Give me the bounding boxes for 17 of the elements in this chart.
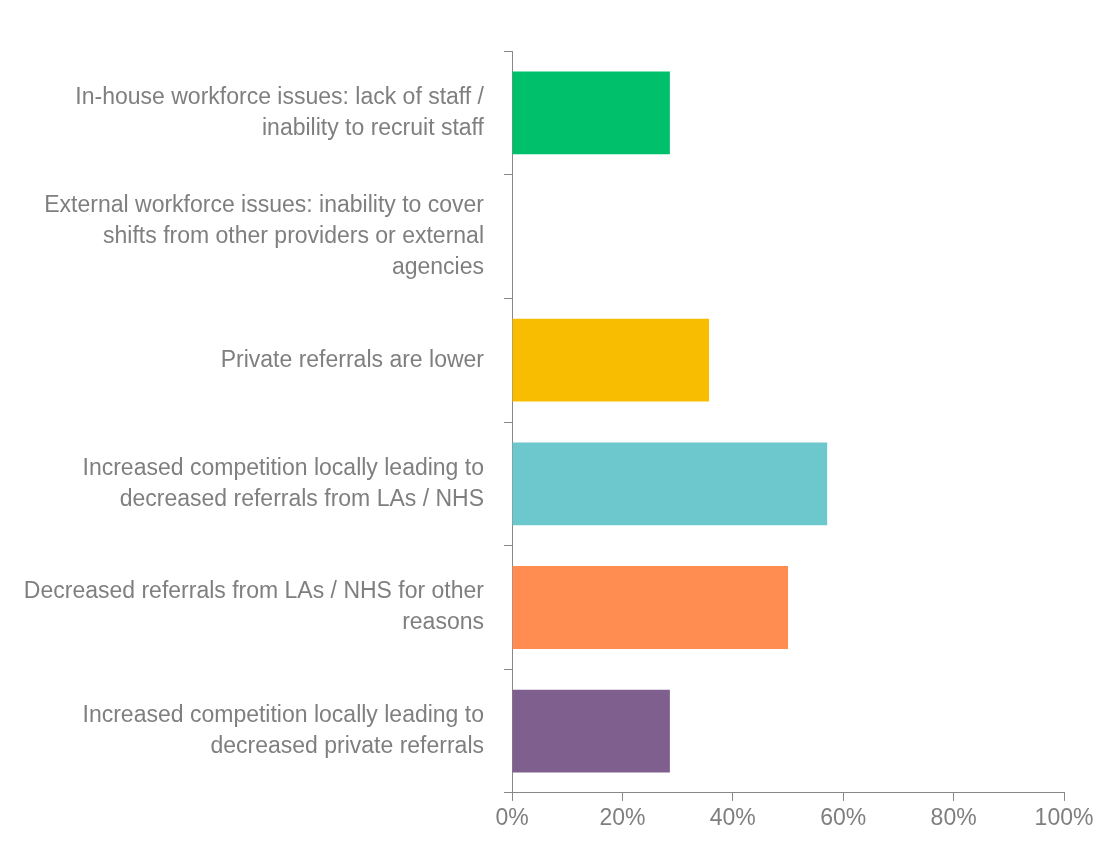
bar — [512, 566, 788, 649]
bar — [512, 442, 828, 526]
x-tick-label: 80% — [930, 804, 977, 831]
y-tick-label: External workforce issues: inability to cover shifts from other providers or external agencies — [44, 190, 485, 279]
bar — [512, 689, 670, 773]
y-tick-label: Increased competition locally leading to decreased referrals from LAs / NHS — [82, 453, 484, 511]
x-tick-label: 40% — [709, 804, 756, 831]
y-tick-label: Decreased referrals from LAs / NHS for other reasons — [23, 577, 485, 635]
y-tick-label: Increased competition locally leading to decreased private referrals — [82, 700, 484, 758]
x-tick-label: 100% — [1034, 804, 1094, 831]
y-tick-label: In-house workforce issues: lack of staff / inability to recruit staff — [75, 82, 485, 140]
x-tick-label: 20% — [599, 804, 646, 831]
bar — [512, 71, 670, 155]
x-tick-label: 60% — [820, 804, 867, 831]
x-tick-label: 0% — [495, 804, 529, 831]
bar — [512, 318, 710, 402]
y-tick-label: Private referrals are lower — [220, 345, 485, 372]
